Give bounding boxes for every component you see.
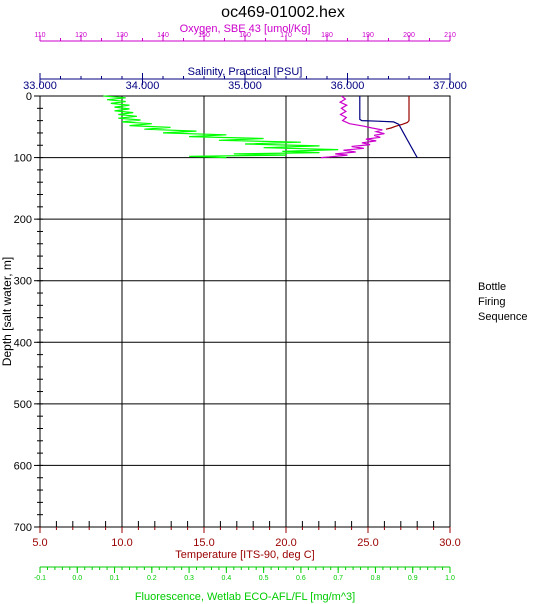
fluorescence-tick-label: -0.1 [34,575,46,582]
oxygen-tick-label: 140 [157,32,169,39]
salinity-tick-label: 34.000 [126,80,160,92]
oxygen-tick-label: 160 [239,32,251,39]
fluorescence-series-line [103,95,339,159]
salinity-axis-label: Salinity, Practical [PSU] [188,66,303,78]
oxygen-tick-label: 170 [280,32,292,39]
temperature-series-line [385,96,410,130]
bottle-firing-line-2: Firing [478,296,506,308]
grid [39,95,451,528]
temperature-tick-label: 15.0 [193,537,214,549]
temperature-axis-label: Temperature [ITS-90, deg C] [175,549,314,561]
salinity-series-line [359,96,418,158]
y-tick-label: 0 [26,91,32,103]
fluorescence-axis-label: Fluorescence, Wetlab ECO-AFL/FL [mg/m^3] [135,591,355,603]
salinity-tick-label: 33.000 [23,80,57,92]
y-tick-label: 700 [14,522,32,534]
oxygen-tick-label: 210 [444,32,456,39]
oxygen-tick-label: 130 [116,32,128,39]
fluorescence-tick-label: 0.2 [147,575,157,582]
plot-frame [39,95,451,528]
y-tick-label: 300 [14,276,32,288]
bottle-firing-line-1: Bottle [478,281,507,293]
oxygen-tick-label: 180 [321,32,333,39]
temperature-tick-label: 25.0 [357,537,378,549]
y-axis-label: Depth [salt water, m] [0,257,14,366]
y-tick-label: 200 [14,214,32,226]
temperature-tick-label: 10.0 [111,537,132,549]
fluorescence-tick-label: 0.0 [72,575,82,582]
fluorescence-tick-label: 0.3 [184,575,194,582]
fluorescence-tick-label: 0.9 [408,575,418,582]
oxygen-tick-label: 120 [75,32,87,39]
temperature-tick-label: 5.0 [32,537,47,549]
axis-labels: Depth [salt water, m] Oxygen, SBE 43 [umo… [0,23,355,603]
fluorescence-tick-label: 0.7 [333,575,343,582]
fluorescence-tick-label: 0.5 [259,575,269,582]
salinity-tick-label: 36.000 [331,80,365,92]
oxygen-axis-label: Oxygen, SBE 43 [umol/Kg] [180,23,311,35]
fluorescence-tick-label: 0.8 [371,575,381,582]
oxygen-tick-label: 110 [34,32,45,39]
fluorescence-tick-label: 1.0 [445,575,455,582]
y-tick-label: 600 [14,460,32,472]
oxygen-tick-label: 200 [403,32,415,39]
oxygen-series-line [320,95,385,159]
temperature-tick-label: 30.0 [439,537,460,549]
salinity-tick-label: 35.000 [228,80,262,92]
temperature-tick-label: 20.0 [275,537,296,549]
fluorescence-tick-label: 0.6 [296,575,306,582]
oxygen-tick-label: 150 [198,32,210,39]
y-tick-label: 100 [14,153,32,165]
salinity-tick-label: 37.000 [433,80,467,92]
bottle-firing-sequence-label: Bottle Firing Sequence [478,280,528,325]
chart-title: oc469-01002.hex [221,4,345,21]
y-tick-label: 500 [14,399,32,411]
fluorescence-tick-label: 0.4 [221,575,231,582]
series-layer [103,95,418,159]
axes: 0 100 200 300 400 500 600 700 110 120 130 140 150 160… [14,32,467,582]
bottle-firing-line-3: Sequence [478,311,528,323]
oxygen-tick-label: 190 [362,32,374,39]
y-tick-label: 400 [14,337,32,349]
fluorescence-tick-label: 0.1 [110,575,120,582]
